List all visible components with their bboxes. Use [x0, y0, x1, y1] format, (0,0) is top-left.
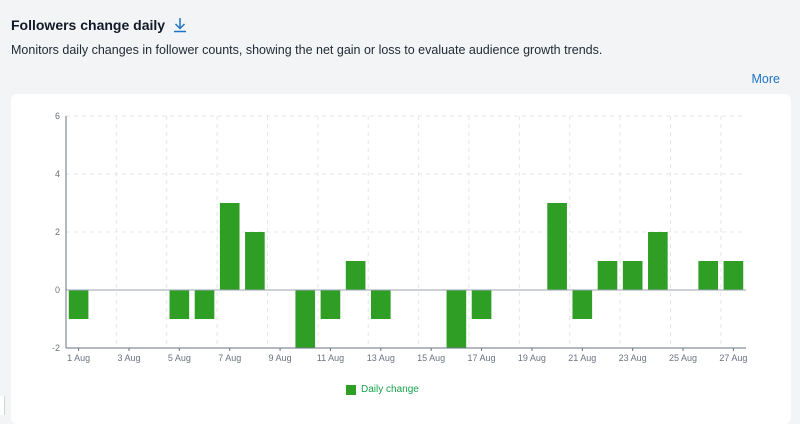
x-tick-label: 21 Aug — [568, 353, 596, 363]
bar[interactable] — [345, 261, 366, 290]
side-tab — [0, 396, 5, 415]
chart-title: Followers change daily — [11, 17, 166, 33]
legend-label: Daily change — [361, 384, 419, 395]
chart-legend[interactable]: Daily change — [346, 384, 419, 395]
bar[interactable] — [471, 290, 492, 319]
x-tick-label: 1 Aug — [67, 353, 90, 363]
x-tick-label: 27 Aug — [719, 353, 747, 363]
bar[interactable] — [698, 261, 719, 290]
bar[interactable] — [370, 290, 391, 319]
bar[interactable] — [219, 203, 240, 290]
bar[interactable] — [547, 203, 567, 290]
bar[interactable] — [320, 290, 341, 319]
y-tick-label: 2 — [55, 227, 60, 237]
bar-chart: -2 0 2 4 6 1 Aug 3 Aug 5 Aug 7 Aug 9 Aug 11 Aug 13 … — [52, 111, 747, 363]
x-tick-label: 5 Aug — [168, 353, 191, 363]
x-tick-label: 9 Aug — [269, 353, 292, 363]
x-tick-label: 7 Aug — [218, 353, 241, 363]
bar[interactable] — [68, 290, 89, 319]
x-tick-label: 17 Aug — [468, 353, 496, 363]
x-tick-label: 25 Aug — [669, 353, 697, 363]
x-tick-label: 19 Aug — [518, 353, 546, 363]
bar[interactable] — [169, 290, 190, 319]
chart-description: Monitors daily changes in follower count… — [11, 43, 603, 57]
y-tick-label: 4 — [55, 169, 60, 179]
bar[interactable] — [597, 261, 618, 290]
legend-swatch — [346, 384, 356, 395]
y-tick-label: -2 — [52, 343, 60, 353]
x-tick-label: 15 Aug — [417, 353, 445, 363]
bar[interactable] — [622, 261, 643, 290]
x-tick-label: 3 Aug — [117, 353, 140, 363]
x-tick-label: 23 Aug — [619, 353, 647, 363]
x-tick-label: 13 Aug — [367, 353, 395, 363]
bar[interactable] — [723, 261, 744, 290]
bar[interactable] — [295, 290, 316, 348]
more-link[interactable]: More — [751, 72, 780, 86]
bar[interactable] — [648, 232, 668, 290]
chart-card: -2 0 2 4 6 1 Aug 3 Aug 5 Aug 7 Aug 9 Aug 11 Aug 13 … — [11, 94, 791, 424]
x-tick-label: 11 Aug — [317, 353, 344, 363]
bar[interactable] — [446, 290, 467, 348]
bar[interactable] — [245, 232, 265, 290]
bar[interactable] — [572, 290, 593, 319]
y-tick-label: 0 — [55, 285, 60, 295]
chart-header: Followers change daily — [11, 17, 187, 33]
bar[interactable] — [194, 290, 215, 319]
download-icon[interactable] — [173, 17, 187, 33]
y-tick-label: 6 — [55, 111, 60, 121]
